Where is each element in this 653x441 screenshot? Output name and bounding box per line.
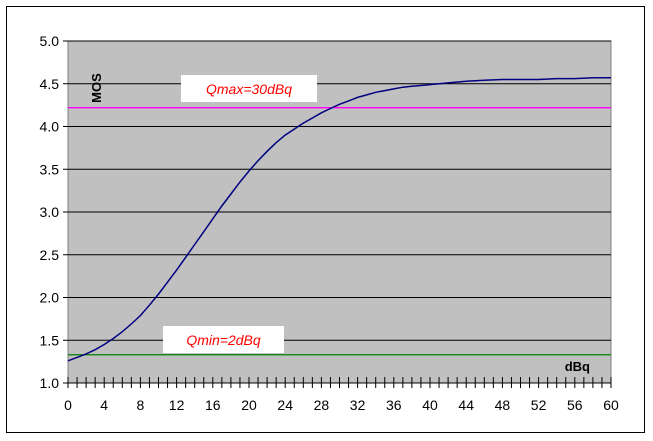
x-tick-label: 56 <box>567 397 583 413</box>
series-group <box>67 77 611 362</box>
y-tick-label: 4.5 <box>40 76 60 92</box>
x-tick-label: 20 <box>241 397 257 413</box>
x-tick-label: 32 <box>350 397 366 413</box>
x-axis: 0 4 8 12 16 20 24 28 32 36 40 44 48 52 56 60 <box>64 377 619 413</box>
y-tick-label: 1.0 <box>40 375 60 391</box>
series-line <box>67 77 611 362</box>
x-tick-label: 28 <box>314 397 330 413</box>
x-tick-label: 8 <box>137 397 145 413</box>
y-tick-label: 3.0 <box>40 204 60 220</box>
annotation-box <box>163 326 284 353</box>
x-tick-label: 24 <box>277 397 293 413</box>
x-axis-title: dBq <box>565 359 590 374</box>
x-tick-label: 44 <box>458 397 474 413</box>
y-axis-title: MOS <box>89 73 104 103</box>
annotation-label: Qmax=30dBq <box>206 81 292 97</box>
y-tick-label: 4.0 <box>40 119 60 135</box>
x-tick-label: 48 <box>495 397 511 413</box>
x-tick-label: 0 <box>64 397 72 413</box>
annotations: Qmax=30dBq Qmin=2dBq <box>163 75 317 353</box>
x-tick-label: 4 <box>100 397 108 413</box>
y-tick-label: 1.5 <box>40 332 60 348</box>
x-tick-label: 40 <box>422 397 438 413</box>
annotation-box <box>181 75 317 102</box>
y-tick-label: 5.0 <box>40 33 60 49</box>
x-tick-label: 16 <box>205 397 221 413</box>
x-tick-label: 60 <box>603 397 619 413</box>
x-tick-label: 12 <box>169 397 185 413</box>
gridlines <box>63 40 611 384</box>
x-tick-label: 36 <box>386 397 402 413</box>
x-tick-label: 52 <box>531 397 547 413</box>
y-tick-label: 3.5 <box>40 161 60 177</box>
y-tick-label: 2.5 <box>40 247 60 263</box>
y-axis: 1.0 1.5 2.0 2.5 3.0 3.5 4.0 4.5 5.0 <box>40 33 60 391</box>
annotation-label: Qmin=2dBq <box>186 332 261 348</box>
y-tick-label: 2.0 <box>40 290 60 306</box>
reference-lines <box>68 107 611 356</box>
